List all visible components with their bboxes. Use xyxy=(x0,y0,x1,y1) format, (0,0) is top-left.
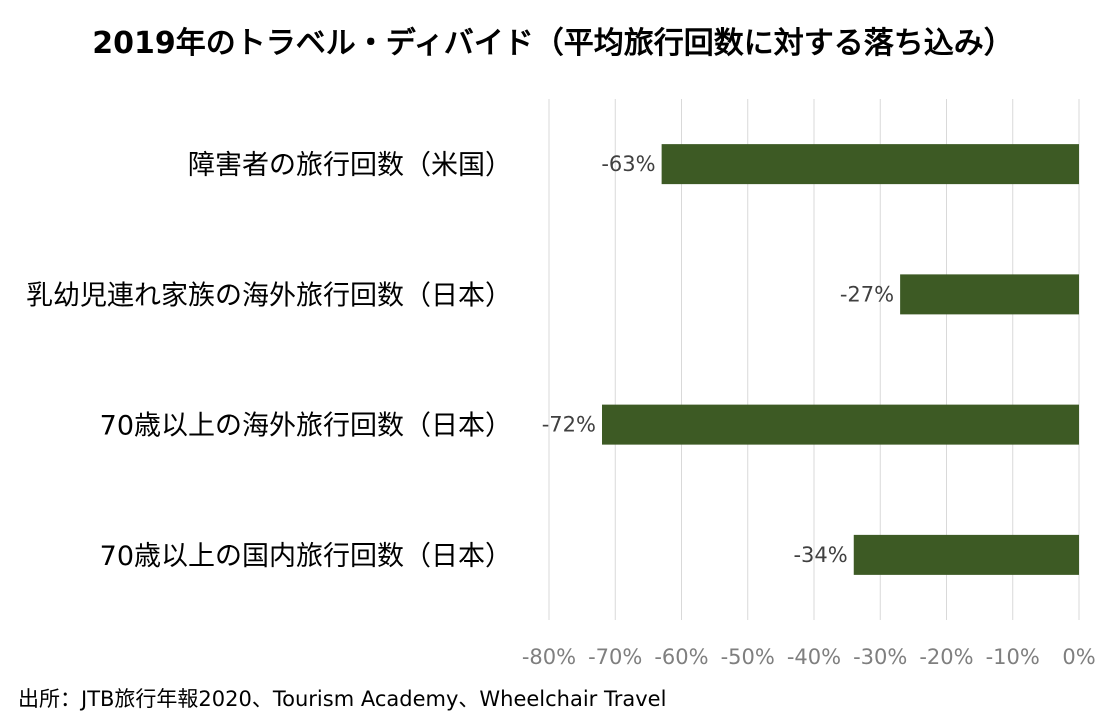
x-tick-label: -70% xyxy=(588,645,642,669)
bar xyxy=(853,534,1079,575)
x-tick-label: 0% xyxy=(1062,645,1095,669)
chart-title: 2019年のトラベル・ディバイド（平均旅行回数に対する落ち込み） xyxy=(92,26,1014,61)
bar xyxy=(602,404,1079,445)
x-tick-label: -10% xyxy=(986,645,1040,669)
x-tick-label: -60% xyxy=(654,645,708,669)
category-labels: 障害者の旅行回数（米国） 乳幼児連れ家族の海外旅行回数（日本） 70歳以上の海外旅行… xyxy=(26,150,512,572)
data-label: -27% xyxy=(840,282,894,306)
data-label: -72% xyxy=(542,413,596,437)
category-label: 70歳以上の海外旅行回数（日本） xyxy=(100,411,512,442)
x-tick-label: -80% xyxy=(522,645,576,669)
category-label: 70歳以上の国内旅行回数（日本） xyxy=(100,541,512,572)
x-tick-label: -40% xyxy=(787,645,841,669)
data-label: -34% xyxy=(793,543,847,567)
source-note: 出所：JTB旅行年報2020、Tourism Academy、Wheelchai… xyxy=(18,687,667,711)
bars xyxy=(602,144,1079,575)
bar xyxy=(900,274,1079,315)
x-tick-label: -30% xyxy=(853,645,907,669)
x-axis-tick-labels: -80% -70% -60% -50% -40% -30% -20% -10% 0% xyxy=(522,645,1096,669)
x-tick-label: -20% xyxy=(919,645,973,669)
bar xyxy=(661,144,1079,185)
x-tick-label: -50% xyxy=(721,645,775,669)
data-label: -63% xyxy=(601,152,655,176)
data-labels: -63% -27% -72% -34% xyxy=(542,152,894,567)
gridlines xyxy=(548,99,1080,620)
category-label: 障害者の旅行回数（米国） xyxy=(188,150,512,181)
category-label: 乳幼児連れ家族の海外旅行回数（日本） xyxy=(26,280,512,311)
